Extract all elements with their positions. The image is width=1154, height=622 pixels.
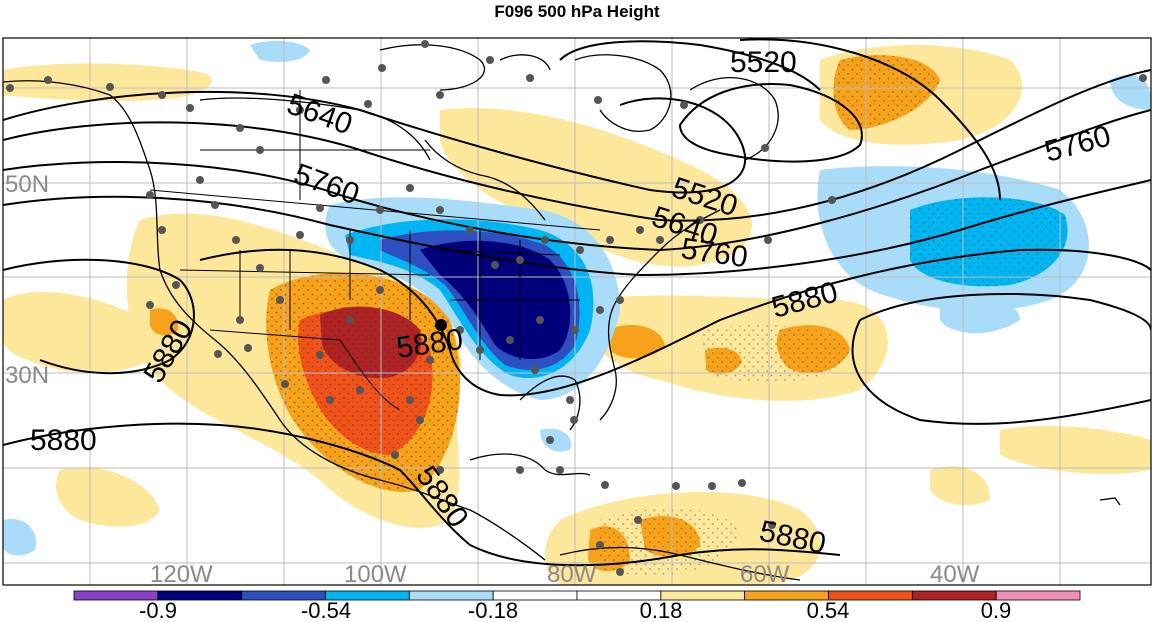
height-contours bbox=[3, 38, 1151, 567]
lon-label-60w: 60W bbox=[740, 561, 790, 588]
colorbar-segment bbox=[995, 590, 1081, 601]
lat-label-50n: 50N bbox=[5, 171, 49, 198]
colorbar-label-0-54: 0.54 bbox=[807, 598, 850, 622]
lat-label-30n: 30N bbox=[5, 362, 49, 389]
colorbar-label-neg-0-9: -0.9 bbox=[139, 598, 177, 622]
anomaly-shading bbox=[3, 40, 1151, 585]
colorbar-label-0-9: 0.9 bbox=[981, 598, 1012, 622]
grid-labels: 50N 30N 120W 100W 80W 60W 40W bbox=[5, 171, 980, 588]
colorbar-label-0-18: 0.18 bbox=[640, 598, 683, 622]
map-title: F096 500 hPa Height bbox=[494, 2, 660, 21]
lon-label-40w: 40W bbox=[930, 561, 980, 588]
station-dots bbox=[6, 40, 1147, 576]
colorbar bbox=[73, 590, 1081, 601]
graticule bbox=[3, 38, 1151, 585]
contour-label-5760-east: 5760 bbox=[1041, 120, 1114, 169]
lon-label-80w: 80W bbox=[547, 561, 597, 588]
colorbar-label-neg-0-18: -0.18 bbox=[468, 598, 518, 622]
highlighted-station bbox=[435, 319, 447, 331]
lon-label-100w: 100W bbox=[344, 561, 407, 588]
contour-label-5880-southwest: 5880 bbox=[30, 424, 97, 457]
contour-label-5520-east: 5520 bbox=[730, 46, 797, 79]
colorbar-label-neg-0-54: -0.54 bbox=[301, 598, 351, 622]
colorbar-labels: -0.9 -0.54 -0.18 0.18 0.54 0.9 bbox=[139, 598, 1011, 622]
lon-label-120w: 120W bbox=[150, 561, 213, 588]
map-frame bbox=[2, 37, 1152, 586]
